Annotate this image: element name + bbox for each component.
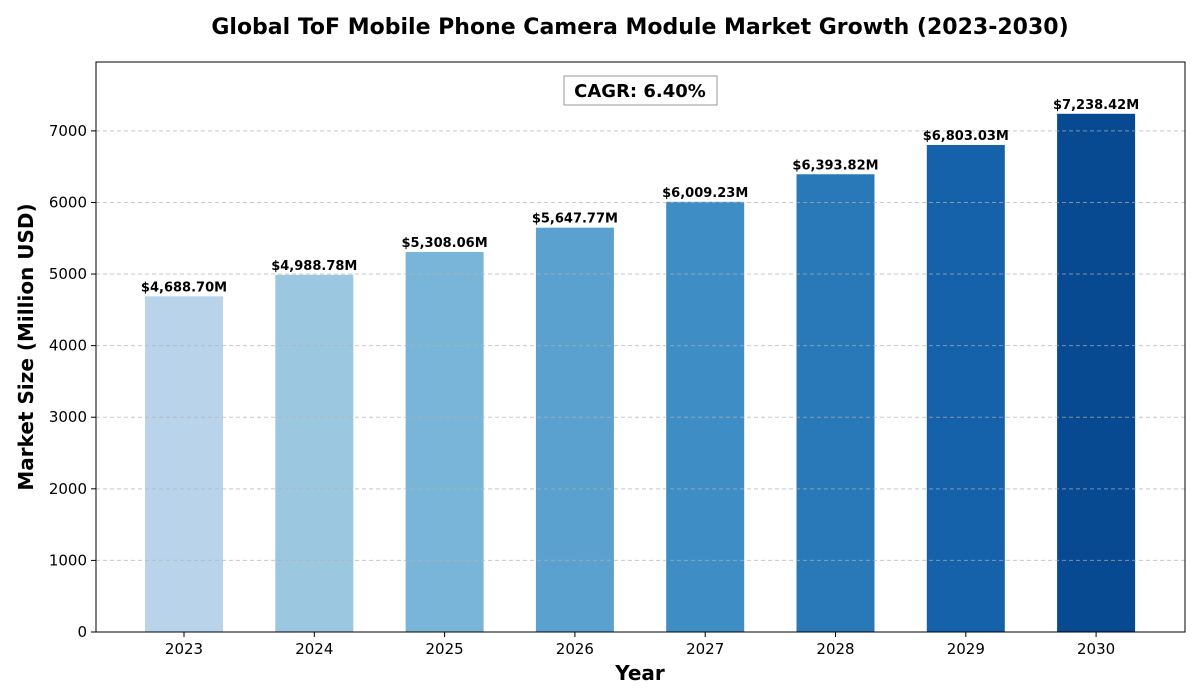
data-label: $5,308.06M	[402, 236, 488, 251]
data-label: $4,688.70M	[141, 280, 227, 295]
y-tick-label: 5000	[49, 265, 87, 283]
plot-frame	[95, 61, 1186, 633]
cagr-text: CAGR: 6.40%	[574, 81, 706, 102]
data-label: $6,393.82M	[792, 158, 878, 173]
y-axis-label: Market Size (Million USD)	[14, 203, 38, 490]
x-tick-label: 2025	[426, 640, 464, 658]
y-tick-label: 1000	[49, 551, 87, 569]
bar-2029	[926, 144, 1005, 633]
y-tick-label: 3000	[49, 408, 87, 426]
y-tick-label: 7000	[49, 122, 87, 140]
y-tick-label: 0	[77, 623, 87, 641]
data-label: $4,988.78M	[271, 259, 357, 274]
x-tick-label: 2026	[556, 640, 594, 658]
x-axis-label: Year	[614, 661, 665, 685]
x-tick-label: 2029	[947, 640, 985, 658]
cagr-annotation: CAGR: 6.40%	[563, 75, 718, 106]
bar-2026	[535, 227, 614, 632]
bar-2028	[796, 174, 875, 632]
data-label: $6,009.23M	[662, 186, 748, 201]
y-tick-label: 6000	[49, 193, 87, 211]
data-label: $6,803.03M	[923, 129, 1009, 144]
x-tick-label: 2023	[165, 640, 203, 658]
bar-2025	[405, 251, 484, 632]
chart-title: Global ToF Mobile Phone Camera Module Ma…	[211, 15, 1068, 40]
y-tick-label: 2000	[49, 480, 87, 498]
bar-2023	[145, 296, 223, 632]
data-label: $7,238.42M	[1053, 98, 1139, 113]
x-tick-label: 2028	[816, 640, 854, 658]
x-tick-label: 2024	[295, 640, 333, 658]
bar-2030	[1057, 113, 1136, 632]
bar-2024	[275, 274, 354, 632]
y-tick-label: 4000	[49, 337, 87, 355]
data-label: $5,647.77M	[532, 212, 618, 227]
x-tick-label: 2030	[1077, 640, 1115, 658]
x-tick-label: 2027	[686, 640, 724, 658]
